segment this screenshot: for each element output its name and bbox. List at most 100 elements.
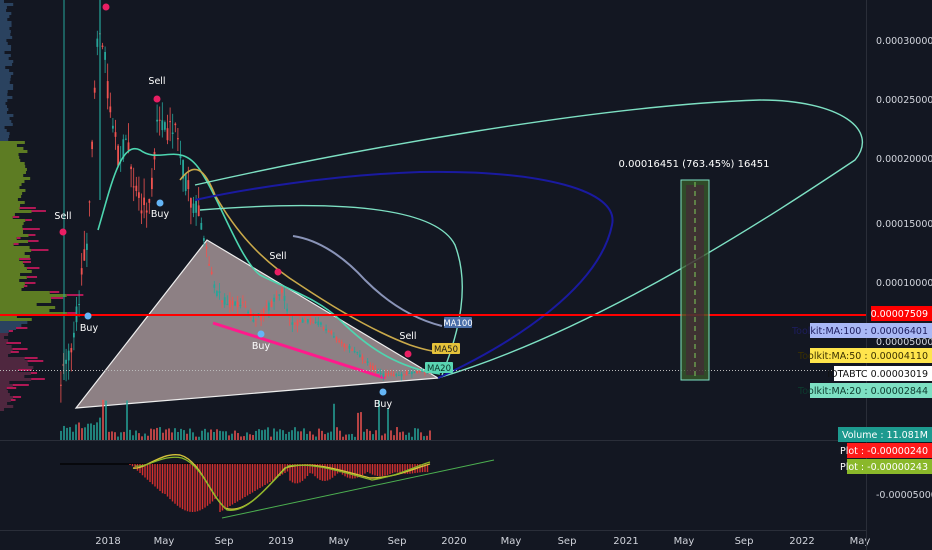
profile-bar: [0, 225, 23, 228]
volume-bar: [351, 433, 353, 440]
volume-bar: [123, 431, 125, 440]
volume-bar: [90, 423, 92, 440]
profile-bar: [0, 6, 7, 9]
profile-bar: [0, 375, 25, 378]
x-tick-label: 2021: [613, 536, 638, 547]
profile-bar: [0, 330, 9, 333]
profile-bar: [22, 228, 40, 230]
profile-bar: [0, 105, 7, 108]
profile-bar: [0, 312, 68, 315]
candle-body: [114, 132, 117, 137]
volume-bar: [159, 427, 161, 440]
candle-body: [392, 374, 395, 377]
profile-bar: [10, 351, 19, 353]
candle-body: [379, 372, 382, 374]
sell-dot: [153, 95, 161, 103]
triangle-drawing[interactable]: [74, 239, 440, 409]
profile-bar: [0, 168, 27, 171]
candle-body: [104, 51, 106, 60]
volume-bar: [288, 431, 290, 440]
buy-dot: [156, 199, 164, 207]
x-tick-label: May: [850, 536, 871, 547]
profile-bar: [0, 324, 22, 327]
profile-bar: [0, 393, 10, 396]
candle-body: [229, 299, 231, 308]
candle-body: [405, 371, 408, 375]
candle-body: [421, 370, 424, 372]
profile-bar: [0, 126, 5, 129]
price-label: Toolkit:MA:100 : 0.00006401: [791, 326, 928, 337]
profile-bar: [0, 18, 8, 21]
candle-body: [208, 264, 210, 266]
profile-bar: [0, 183, 22, 186]
profile-bar: [0, 174, 24, 177]
y-axis: 0.00030000 0.00025000 0.00020000 0.00015000…: [866, 0, 932, 550]
candle-body: [317, 321, 320, 326]
volume-bar: [201, 430, 203, 440]
profile-bar: [0, 405, 14, 408]
volume-bar: [117, 436, 119, 440]
candle-body: [343, 343, 346, 348]
volume-bar: [102, 399, 104, 440]
profile-bar: [0, 297, 52, 300]
profile-bar: [12, 396, 22, 398]
candle-body: [192, 203, 195, 214]
profile-bar: [0, 273, 21, 276]
profile-bar: [0, 30, 11, 33]
volume-bar: [297, 431, 299, 440]
candle-body: [411, 371, 413, 375]
volume-bar: [342, 436, 344, 440]
candle-body: [244, 306, 247, 308]
buy-label: Buy: [80, 323, 99, 334]
volume-bar: [120, 432, 122, 440]
profile-bar: [0, 15, 10, 18]
candle-body: [255, 318, 257, 321]
profile-bar: [67, 312, 77, 314]
oscillator-panel: [0, 454, 866, 531]
volume-bar: [171, 432, 173, 440]
candle-body: [247, 311, 249, 314]
sell-label: Sell: [54, 211, 71, 222]
profile-bar: [0, 270, 32, 273]
candle-body: [418, 369, 421, 373]
candle-body: [322, 327, 325, 329]
profile-bar: [0, 180, 25, 183]
candle-body: [117, 145, 119, 166]
candle-body: [197, 205, 200, 217]
profile-bar: [18, 369, 32, 371]
profile-bar: [0, 336, 5, 339]
profile-bar: [0, 360, 28, 363]
candle-body: [278, 294, 281, 296]
profile-bar: [0, 90, 8, 93]
candle-body: [218, 291, 221, 294]
candle-body: [296, 320, 299, 326]
volume-bar: [270, 436, 272, 440]
x-tick-label: 2018: [95, 536, 120, 547]
candle-body: [353, 351, 356, 353]
volume-bar: [426, 435, 428, 440]
price-label-bg: [834, 366, 932, 381]
candle-body: [374, 368, 377, 370]
profile-bar: [0, 267, 27, 270]
volume-bar: [180, 428, 182, 440]
profile-bar: [0, 57, 9, 60]
profile-bar: [0, 333, 9, 336]
x-tick-label: Sep: [215, 536, 234, 547]
volume-bar: [144, 433, 146, 440]
profile-bar: [0, 402, 8, 405]
profile-bar: [0, 396, 13, 399]
measure-box[interactable]: 0.00016451 (763.45%) 16451: [619, 153, 770, 381]
volume-bar: [384, 433, 386, 440]
candle-body: [242, 301, 244, 303]
volume-bar: [324, 434, 326, 440]
candle-body: [356, 352, 359, 354]
volume-bar: [396, 427, 398, 440]
candle-body: [132, 186, 135, 188]
candle-body: [398, 374, 400, 376]
volume-bar: [216, 429, 218, 440]
profile-bar: [0, 78, 11, 81]
volume-bar: [348, 434, 350, 440]
candle-body: [88, 201, 91, 203]
volume-bar: [78, 422, 80, 440]
